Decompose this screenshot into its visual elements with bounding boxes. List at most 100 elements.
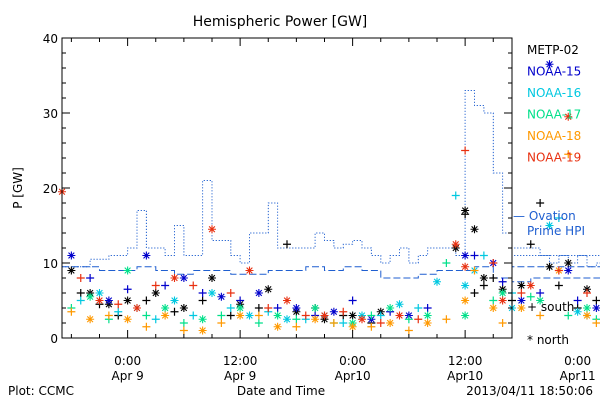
north-point xyxy=(236,304,245,312)
north-point xyxy=(386,304,395,312)
north-point xyxy=(320,311,329,320)
data-points xyxy=(58,60,600,335)
south-point xyxy=(189,311,198,320)
south-point xyxy=(179,326,188,335)
timestamp: 2013/04/11 18:50:06 xyxy=(466,384,593,398)
south-point xyxy=(329,319,338,327)
x-tick-label-date: Apr11 xyxy=(560,369,596,383)
north-point xyxy=(395,300,404,309)
south-point xyxy=(114,300,123,309)
south-point xyxy=(470,289,479,297)
legend-ovation-line2: Prime HPI xyxy=(527,224,585,238)
south-point xyxy=(526,292,535,301)
south-point xyxy=(217,311,226,320)
y-tick-label: 10 xyxy=(43,257,58,271)
south-point xyxy=(479,281,488,290)
south-point xyxy=(442,315,451,324)
south-point xyxy=(292,315,301,324)
north-point xyxy=(86,292,95,301)
south-point xyxy=(564,150,573,159)
south-point xyxy=(554,281,563,290)
series-noaa-18 xyxy=(67,150,600,335)
north-point xyxy=(517,296,526,305)
north-point xyxy=(170,274,179,282)
north-point xyxy=(517,281,526,290)
south-point xyxy=(526,240,535,249)
y-axis: 0 10 20 30 40 xyxy=(43,32,512,346)
north-point xyxy=(311,304,320,312)
x-tick-label-time: 0:00 xyxy=(114,354,141,368)
ovation-dotted-line xyxy=(62,90,600,268)
x-axis-label: Date and Time xyxy=(237,384,325,398)
north-point xyxy=(564,266,573,275)
south-point xyxy=(198,296,207,305)
north-point xyxy=(395,311,404,320)
south-point xyxy=(179,319,188,327)
south-point xyxy=(470,251,479,260)
north-point xyxy=(208,225,216,234)
legend-item-noaa-18: NOAA-18 xyxy=(527,129,581,143)
y-tick-label: 20 xyxy=(43,182,58,196)
south-point xyxy=(461,146,470,155)
north-point xyxy=(67,251,76,260)
north-point xyxy=(161,311,170,320)
south-point xyxy=(226,311,235,320)
north-point xyxy=(104,296,113,305)
south-point xyxy=(339,307,348,316)
north-point xyxy=(536,296,545,305)
north-point xyxy=(95,296,104,305)
north-point xyxy=(433,277,441,286)
south-point xyxy=(142,322,151,331)
north-point xyxy=(123,266,132,275)
x-tick-label-date: Apr 9 xyxy=(112,369,144,383)
north-point xyxy=(358,315,366,324)
north-point xyxy=(423,311,432,320)
north-point xyxy=(526,281,535,290)
legend-item-noaa-17: NOAA-17 xyxy=(527,108,581,122)
south-point xyxy=(264,304,273,312)
north-point xyxy=(545,262,554,271)
south-point xyxy=(498,277,507,286)
north-point xyxy=(592,304,600,312)
x-tick-label-time: 12:00 xyxy=(223,354,258,368)
south-point xyxy=(554,214,563,222)
south-point xyxy=(423,304,432,312)
south-point xyxy=(254,311,263,320)
north-point xyxy=(461,311,470,320)
south-point xyxy=(301,311,310,320)
south-point xyxy=(592,296,600,305)
y-tick-label: 30 xyxy=(43,107,58,121)
south-point xyxy=(489,274,498,282)
x-tick-label-time: 12:00 xyxy=(448,354,483,368)
south-point xyxy=(470,266,479,275)
south-point xyxy=(170,307,179,316)
south-point xyxy=(414,315,423,324)
south-point xyxy=(376,319,385,327)
north-point xyxy=(198,315,207,324)
south-point xyxy=(236,296,245,305)
south-point xyxy=(273,304,282,312)
south-point xyxy=(367,322,376,331)
north-point xyxy=(348,311,357,320)
north-point xyxy=(517,304,526,312)
legend: METP-02 NOAA-15 NOAA-16 NOAA-17 NOAA-18 NOAA-… xyxy=(513,43,585,347)
north-point xyxy=(273,311,282,320)
north-point xyxy=(95,289,104,297)
plot-frame xyxy=(61,37,513,339)
north-point xyxy=(564,259,573,267)
south-point xyxy=(189,281,198,290)
north-point xyxy=(423,319,432,327)
north-point xyxy=(573,307,582,316)
south-point xyxy=(151,315,160,324)
south-point xyxy=(583,289,591,297)
legend-item-metp-02: METP-02 xyxy=(527,43,579,57)
north-point xyxy=(67,266,76,275)
south-point xyxy=(489,259,498,267)
south-point xyxy=(564,311,573,320)
north-point xyxy=(311,315,320,324)
south-point xyxy=(67,307,76,316)
north-point xyxy=(142,251,151,260)
north-point xyxy=(273,322,282,331)
north-point xyxy=(123,296,132,305)
